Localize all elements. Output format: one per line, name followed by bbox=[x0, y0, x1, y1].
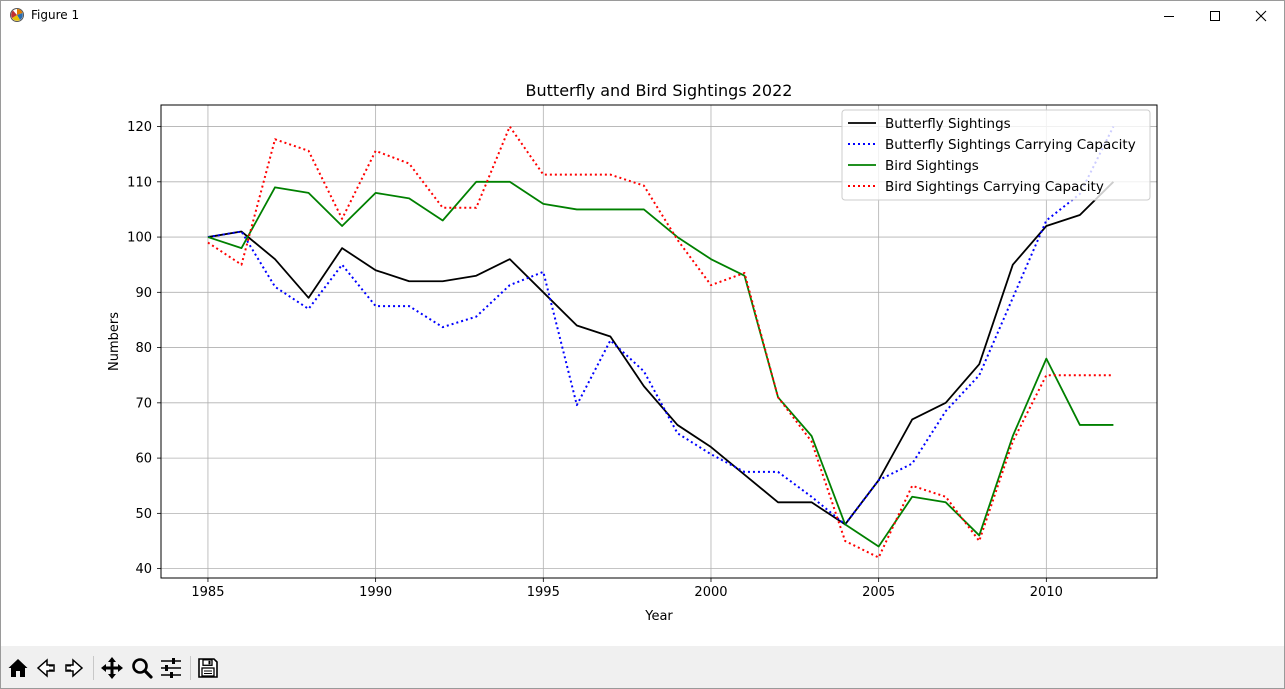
legend-label-2: Butterfly Sightings Carrying Capacity bbox=[885, 137, 1136, 153]
magnifier-icon bbox=[132, 658, 153, 679]
series-line-2 bbox=[207, 126, 1115, 526]
x-tick-label: 1990 bbox=[359, 585, 392, 600]
toolbar-separator bbox=[93, 656, 94, 680]
y-tick-label: 60 bbox=[135, 452, 152, 467]
subplots-button[interactable] bbox=[158, 655, 184, 681]
window-title: Figure 1 bbox=[31, 8, 80, 22]
y-tick-label: 40 bbox=[135, 562, 152, 577]
close-button[interactable] bbox=[1238, 1, 1284, 30]
minimize-button[interactable] bbox=[1146, 1, 1192, 30]
move-icon bbox=[101, 657, 123, 679]
maximize-button[interactable] bbox=[1192, 1, 1238, 30]
back-button[interactable] bbox=[33, 655, 59, 681]
y-tick-label: 110 bbox=[127, 175, 152, 190]
x-tick-label: 1985 bbox=[191, 585, 224, 600]
axes-frame bbox=[160, 104, 1158, 579]
y-tick-label: 50 bbox=[135, 507, 152, 522]
chart-title: Butterfly and Bird Sightings 2022 bbox=[526, 81, 793, 100]
series-line-4 bbox=[207, 125, 1114, 559]
y-tick-label: 80 bbox=[135, 341, 152, 356]
forward-arrow-icon bbox=[65, 658, 84, 678]
forward-button[interactable] bbox=[61, 655, 87, 681]
sliders-icon bbox=[161, 658, 181, 678]
figure-canvas[interactable]: 1985 1990 1995 2000 2005 2010 40 50 60 70 80 90 100 1… bbox=[1, 30, 1284, 646]
title-bar[interactable]: Figure 1 bbox=[1, 1, 1284, 30]
line-chart[interactable]: 1985 1990 1995 2000 2005 2010 40 50 60 70 80 90 100 1… bbox=[1, 30, 1284, 646]
y-tick-label: 120 bbox=[127, 120, 152, 135]
minimize-icon bbox=[1164, 15, 1174, 17]
legend-label-3: Bird Sightings bbox=[885, 158, 979, 174]
x-axis-label: Year bbox=[644, 609, 673, 624]
navigation-toolbar bbox=[1, 646, 1284, 688]
x-tick-label: 1995 bbox=[527, 585, 560, 600]
save-button[interactable] bbox=[195, 655, 221, 681]
close-icon bbox=[1255, 10, 1267, 21]
x-tick-label: 2005 bbox=[862, 585, 895, 600]
series-line-1 bbox=[207, 181, 1115, 526]
legend-label-1: Butterfly Sightings bbox=[885, 116, 1011, 132]
matplotlib-icon bbox=[10, 8, 24, 22]
floppy-icon bbox=[198, 658, 218, 678]
x-tick-label: 2000 bbox=[694, 585, 727, 600]
y-tick-label: 70 bbox=[135, 396, 152, 411]
legend-box bbox=[841, 109, 1151, 201]
home-icon bbox=[8, 659, 28, 677]
back-arrow-icon bbox=[36, 658, 55, 678]
toolbar-separator bbox=[190, 656, 191, 680]
y-axis-label: Numbers bbox=[107, 312, 122, 371]
maximize-icon bbox=[1210, 10, 1220, 21]
zoom-button[interactable] bbox=[129, 655, 155, 681]
x-tick-label: 2010 bbox=[1030, 585, 1063, 600]
pan-button[interactable] bbox=[99, 655, 125, 681]
y-tick-label: 90 bbox=[135, 286, 152, 301]
legend-label-4: Bird Sightings Carrying Capacity bbox=[885, 179, 1104, 195]
home-button[interactable] bbox=[5, 655, 31, 681]
y-tick-label: 100 bbox=[127, 231, 152, 246]
